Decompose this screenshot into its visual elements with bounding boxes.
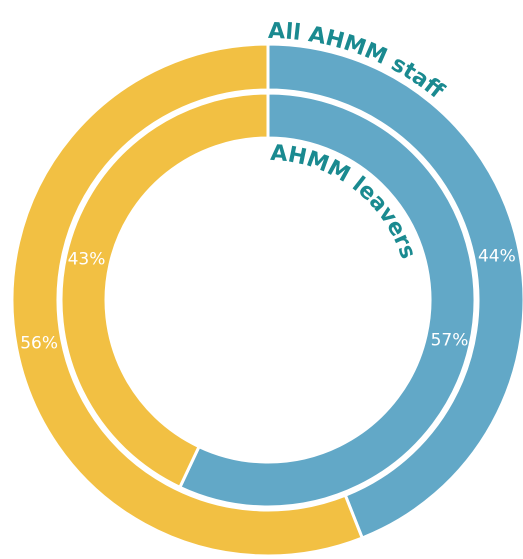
value-label: 43% xyxy=(68,249,106,269)
value-label: 56% xyxy=(20,334,58,354)
ring-segment xyxy=(177,91,477,509)
value-label: 57% xyxy=(431,331,469,351)
ring-segment xyxy=(59,91,270,490)
ring-segment xyxy=(10,42,365,558)
ring-segment xyxy=(266,42,523,540)
value-label: 44% xyxy=(478,246,516,266)
